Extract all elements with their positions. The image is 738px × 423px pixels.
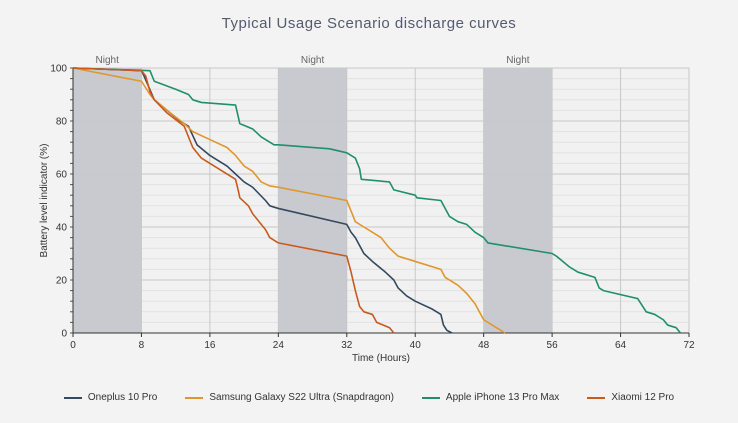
night-label: Night [506,55,530,66]
night-band [73,68,142,333]
y-tick-label: 0 [61,329,67,340]
series-line-3 [72,67,395,334]
y-tick-label: 40 [56,223,68,234]
x-axis-label: Time (Hours) [352,353,410,364]
y-axis-label: Battery level indicator (%) [39,144,50,258]
legend-item[interactable]: Samsung Galaxy S22 Ultra (Snapdragon) [185,392,394,403]
x-tick-label: 32 [341,340,353,351]
y-tick-label: 20 [56,276,68,287]
legend-swatch [587,396,606,399]
legend-item[interactable]: Apple iPhone 13 Pro Max [421,392,560,403]
night-label: Night [96,55,120,66]
legend-swatch [421,396,440,399]
series-line-2 [72,67,682,334]
x-tick-label: 48 [478,340,490,351]
series-line-1 [72,67,506,334]
legend-swatch [63,396,82,399]
night-label: Night [301,55,325,66]
x-tick-label: 56 [547,340,559,351]
y-tick-label: 60 [56,170,68,181]
legend: Oneplus 10 Pro Samsung Galaxy S22 Ultra (… [0,392,738,403]
plot-area [72,67,690,334]
chart-title: Typical Usage Scenario discharge curves [221,15,517,32]
x-tick-label: 40 [410,340,422,351]
x-tick-label: 24 [273,340,285,351]
night-band [483,68,553,333]
x-tick-label: 64 [615,340,627,351]
legend-item[interactable]: Oneplus 10 Pro [63,392,158,403]
legend-item[interactable]: Xiaomi 12 Pro [587,392,674,403]
x-tick-label: 8 [139,340,145,351]
night-band [278,68,347,333]
x-tick-label: 0 [70,340,76,351]
legend-label: Oneplus 10 Pro [87,392,158,403]
x-tick-label: 72 [683,340,695,351]
y-tick-label: 100 [50,64,67,75]
x-tick-label: 16 [204,340,216,351]
legend-label: Apple iPhone 13 Pro Max [445,392,560,403]
y-tick-label: 80 [56,117,68,128]
legend-swatch [185,396,204,399]
legend-label: Xiaomi 12 Pro [611,392,675,403]
legend-label: Samsung Galaxy S22 Ultra (Snapdragon) [209,392,394,403]
